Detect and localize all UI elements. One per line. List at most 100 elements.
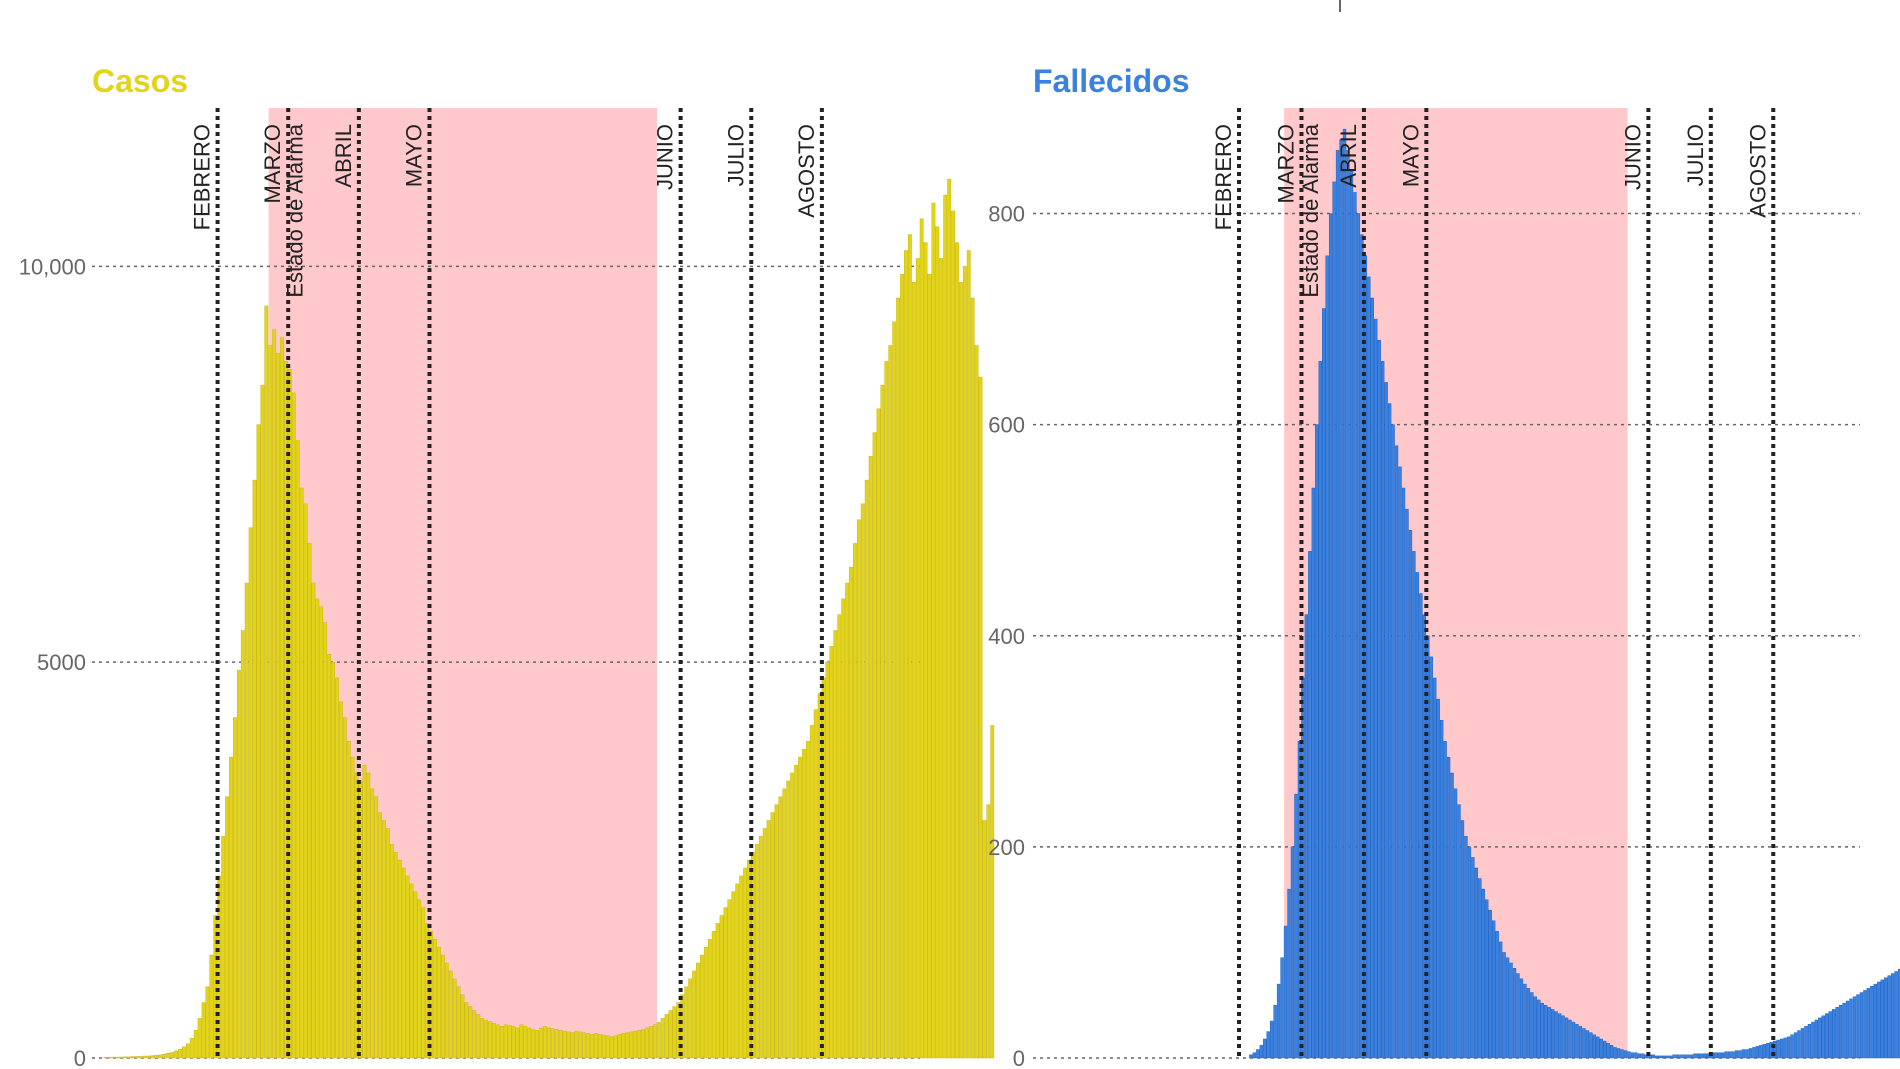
bar bbox=[841, 598, 846, 1059]
bar bbox=[350, 756, 355, 1059]
bar bbox=[311, 582, 316, 1059]
bar bbox=[1540, 1002, 1544, 1059]
bar bbox=[103, 1056, 108, 1059]
bar bbox=[1769, 1041, 1773, 1059]
bar bbox=[629, 1031, 634, 1059]
bar bbox=[178, 1049, 182, 1059]
bar bbox=[1391, 424, 1395, 1059]
bar bbox=[1582, 1028, 1586, 1059]
bar bbox=[366, 772, 371, 1059]
fallecidos-chart: FEBRERO MARZO ABRIL MAYO JUNIO JULIO AGOSTO Est… bbox=[988, 63, 1900, 1069]
bar bbox=[1741, 1049, 1746, 1059]
bar bbox=[1332, 181, 1336, 1059]
bar bbox=[213, 915, 218, 1059]
bar bbox=[1578, 1026, 1583, 1059]
bar bbox=[621, 1033, 626, 1059]
bar bbox=[1873, 983, 1877, 1059]
bar bbox=[711, 931, 716, 1059]
bar bbox=[923, 242, 928, 1059]
bar bbox=[586, 1033, 591, 1059]
bar bbox=[229, 756, 233, 1059]
bar bbox=[1668, 1055, 1673, 1059]
bar bbox=[1387, 403, 1392, 1059]
bar bbox=[1866, 988, 1871, 1059]
bar bbox=[150, 1055, 155, 1059]
y-tick-label: 200 bbox=[988, 835, 1025, 860]
bar bbox=[1363, 255, 1368, 1059]
chart-title: Fallecidos bbox=[1033, 63, 1190, 99]
bar bbox=[1266, 1031, 1270, 1059]
bar bbox=[1894, 971, 1898, 1059]
bar bbox=[758, 836, 763, 1059]
bar bbox=[1356, 213, 1361, 1059]
bar bbox=[492, 1022, 496, 1059]
bar bbox=[299, 487, 304, 1059]
bar bbox=[535, 1030, 540, 1059]
bar bbox=[1811, 1021, 1815, 1059]
bar bbox=[280, 337, 284, 1059]
bar bbox=[382, 820, 386, 1059]
bar bbox=[1311, 487, 1315, 1059]
bar bbox=[1807, 1023, 1812, 1059]
bar bbox=[1547, 1007, 1551, 1059]
y-tick-label: 0 bbox=[1013, 1046, 1025, 1069]
bar bbox=[1544, 1004, 1548, 1059]
bar bbox=[1616, 1048, 1621, 1059]
bar bbox=[1561, 1015, 1565, 1059]
bar bbox=[1509, 962, 1513, 1059]
bar bbox=[346, 741, 351, 1059]
bar bbox=[1818, 1017, 1822, 1059]
bar bbox=[845, 582, 850, 1059]
bar bbox=[754, 844, 759, 1059]
bar bbox=[947, 179, 952, 1059]
bar bbox=[1495, 931, 1499, 1059]
bar bbox=[1838, 1004, 1843, 1059]
bar bbox=[138, 1056, 143, 1059]
bar bbox=[523, 1026, 528, 1059]
bar bbox=[421, 907, 426, 1059]
bar bbox=[240, 630, 245, 1059]
bar bbox=[362, 764, 367, 1059]
bar bbox=[1675, 1054, 1680, 1059]
bar bbox=[248, 527, 253, 1059]
bar bbox=[1429, 656, 1433, 1059]
bar bbox=[982, 820, 987, 1059]
bar bbox=[1568, 1019, 1572, 1059]
bar bbox=[327, 654, 332, 1059]
bar bbox=[1367, 276, 1371, 1059]
bar bbox=[1714, 1052, 1718, 1059]
bar bbox=[1259, 1045, 1263, 1059]
bar bbox=[539, 1027, 543, 1059]
bar bbox=[860, 503, 865, 1059]
bar bbox=[962, 266, 967, 1059]
bar bbox=[1533, 996, 1538, 1059]
bar bbox=[1634, 1052, 1638, 1059]
bar bbox=[472, 1010, 477, 1059]
y-tick-label: 0 bbox=[74, 1046, 86, 1069]
bar bbox=[244, 582, 249, 1059]
bar bbox=[433, 939, 437, 1059]
bar bbox=[986, 804, 991, 1059]
bar bbox=[1849, 998, 1853, 1059]
bar bbox=[1720, 1052, 1725, 1059]
bar bbox=[794, 764, 799, 1059]
bar bbox=[264, 305, 269, 1059]
bar bbox=[1627, 1051, 1631, 1059]
bar bbox=[774, 804, 779, 1059]
bar bbox=[456, 986, 461, 1059]
bar bbox=[1693, 1053, 1697, 1059]
bar bbox=[609, 1036, 614, 1059]
bar bbox=[574, 1030, 579, 1059]
bar bbox=[974, 345, 979, 1059]
bar bbox=[1550, 1009, 1555, 1059]
bar bbox=[1686, 1054, 1690, 1059]
bar bbox=[656, 1022, 661, 1059]
bar bbox=[652, 1024, 657, 1059]
bar bbox=[892, 321, 897, 1059]
bar bbox=[1498, 941, 1503, 1059]
bar bbox=[1880, 979, 1884, 1059]
bar bbox=[1877, 981, 1881, 1059]
bar bbox=[401, 867, 406, 1059]
bar bbox=[1287, 888, 1291, 1059]
